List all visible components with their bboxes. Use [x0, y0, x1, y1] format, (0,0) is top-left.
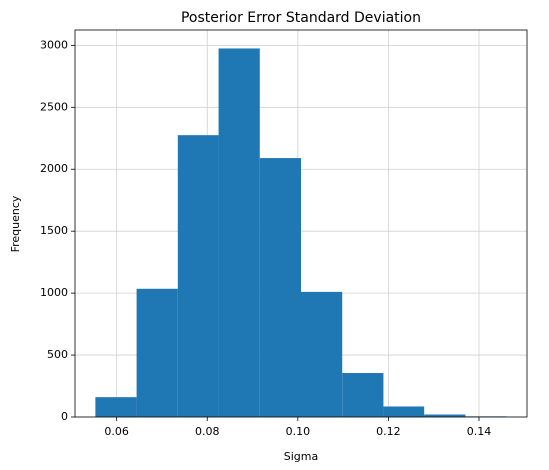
bar — [424, 414, 466, 417]
y-tick-label: 500 — [47, 348, 68, 361]
y-tick-label: 1500 — [40, 224, 68, 237]
bar — [177, 135, 219, 417]
chart-title: Posterior Error Standard Deviation — [181, 10, 421, 26]
plot-frame — [74, 29, 528, 418]
y-tick-label: 0 — [61, 410, 68, 423]
bar — [95, 397, 137, 417]
bar — [218, 48, 260, 417]
x-tick-label: 0.12 — [376, 425, 401, 438]
x-tick-label: 0.08 — [195, 425, 220, 438]
bar — [136, 288, 178, 417]
bar — [342, 373, 384, 417]
y-tick-label: 2500 — [40, 100, 68, 113]
y-tick-label: 1000 — [40, 286, 68, 299]
x-axis-label: Sigma — [284, 450, 318, 463]
x-tick-label: 0.14 — [467, 425, 492, 438]
y-tick-label: 2000 — [40, 162, 68, 175]
bar — [301, 291, 343, 417]
x-tick-label: 0.10 — [286, 425, 311, 438]
bar — [259, 158, 301, 417]
x-tick-label: 0.06 — [104, 425, 129, 438]
y-tick-label: 3000 — [40, 38, 68, 51]
bar — [383, 406, 425, 417]
y-axis-label: Frequency — [9, 195, 22, 252]
